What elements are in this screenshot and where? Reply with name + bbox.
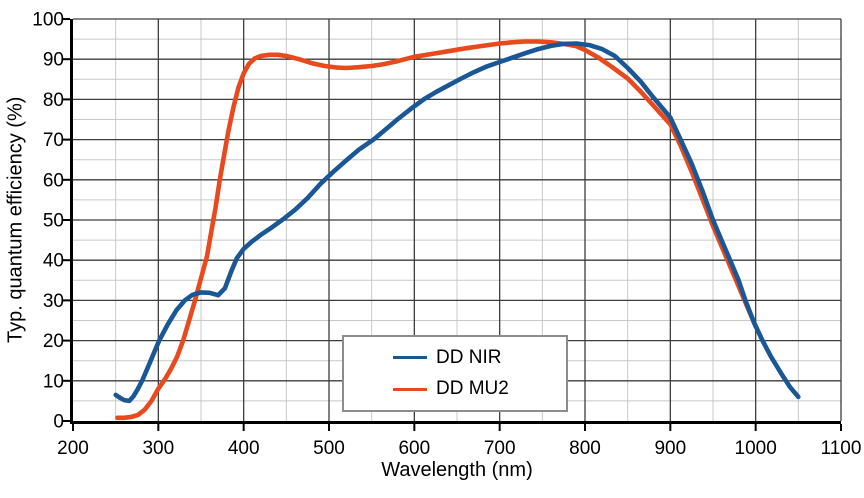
y-tick-label: 60 [43, 170, 64, 191]
curve-dd-nir [113, 41, 801, 404]
y-tick-label: 50 [43, 211, 64, 232]
legend-item-dd-nir: DD NIR [393, 347, 566, 369]
x-tick-label: 900 [654, 438, 686, 459]
x-tick-label: 1000 [735, 438, 777, 459]
x-axis-title: Wavelength (nm) [381, 459, 533, 481]
x-tick-label: 800 [569, 438, 601, 459]
x-tick-label: 400 [228, 438, 260, 459]
dd-mu2-line-swatch [393, 387, 427, 391]
y-tick-label: 90 [43, 50, 64, 71]
legend-item-dd-mu2: DD MU2 [393, 378, 566, 400]
y-tick-label: 20 [43, 331, 64, 352]
y-tick-label: 100 [32, 10, 64, 31]
curve-dd-mu2 [115, 39, 759, 421]
legend-label-dd-mu2: DD MU2 [436, 378, 509, 400]
y-tick-label: 80 [43, 90, 64, 111]
y-tick-label: 10 [43, 371, 64, 392]
x-tick-label: 600 [398, 438, 430, 459]
x-tick-label: 200 [57, 438, 89, 459]
x-tick-label: 500 [313, 438, 345, 459]
y-axis-title: Typ. quantum efficiency (%) [4, 96, 27, 344]
legend-label-dd-nir: DD NIR [436, 346, 502, 368]
legend: DD NIR DD MU2 [342, 335, 568, 412]
y-tick-label: 0 [53, 412, 64, 433]
y-tick-label: 30 [43, 291, 64, 312]
y-tick-label: 40 [43, 251, 64, 272]
x-tick-label: 700 [484, 438, 516, 459]
x-tick-label: 1100 [821, 438, 862, 459]
dd-nir-line-swatch [393, 356, 427, 360]
y-tick-label: 70 [43, 130, 64, 151]
x-tick-label: 300 [142, 438, 174, 459]
